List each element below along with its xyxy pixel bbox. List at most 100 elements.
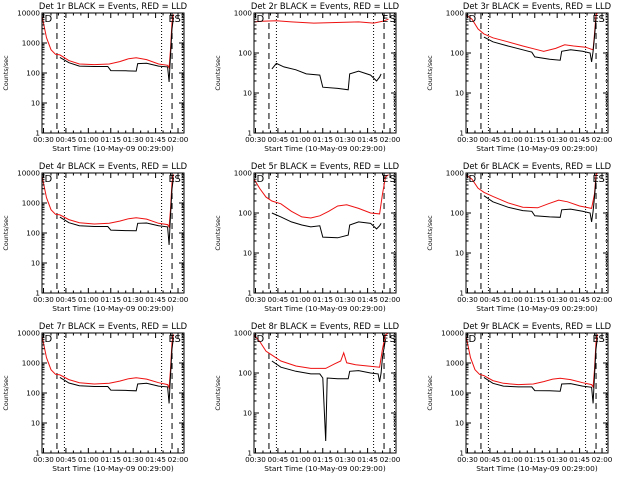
x-tick-label: 02:00: [168, 295, 189, 304]
x-tick-label: 01:30: [123, 455, 144, 464]
x-tick-label: 00:45: [268, 455, 289, 464]
chart-title: Det 7r BLACK = Events, RED = LLD: [39, 321, 187, 331]
series-line-events: [59, 17, 174, 83]
series-line-lld: [466, 173, 598, 209]
y-tick-label: 1000: [22, 359, 41, 368]
x-axis-label: Start Time (10-May-09 00:29:00): [476, 304, 598, 313]
chart-title: Det 2r BLACK = Events, RED = LLD: [251, 1, 399, 11]
y-tick-label: 1: [459, 449, 464, 458]
x-tick-label: 00:30: [457, 295, 478, 304]
chart-panel-5: Det 5r BLACK = Events, RED = LLD 1 10 100 10…: [214, 161, 401, 313]
plot-frame: [253, 332, 397, 454]
plot-frame: [465, 12, 609, 134]
marker-label-s: S: [599, 334, 605, 345]
x-tick-label: 01:45: [145, 455, 166, 464]
x-tick-label: 00:30: [245, 455, 266, 464]
plot-area: [466, 173, 598, 222]
x-tick-label: 00:30: [33, 455, 54, 464]
x-tick-label: 01:45: [357, 135, 378, 144]
x-tick-label: 01:15: [524, 135, 545, 144]
x-tick-label: 01:45: [569, 295, 590, 304]
y-axis-label: Counts/sec: [214, 55, 222, 91]
x-tick-label: 01:45: [569, 455, 590, 464]
y-tick-label: 1: [35, 129, 40, 138]
x-tick-label: 01:15: [312, 135, 333, 144]
x-tick-label: 01:45: [145, 135, 166, 144]
marker-label-e: E: [169, 174, 175, 185]
x-tick-label: 02:00: [592, 295, 613, 304]
marker-label-d: D: [468, 14, 476, 25]
x-tick-label: 00:45: [480, 135, 501, 144]
series-line-lld: [466, 13, 598, 52]
y-tick-label: 1000: [234, 329, 253, 338]
x-tick-label: 01:00: [78, 295, 99, 304]
plot-frame: [253, 172, 397, 294]
series-line-events: [483, 337, 598, 404]
y-tick-label: 10: [455, 419, 465, 428]
series-line-events: [271, 62, 382, 91]
series-line-lld: [42, 174, 174, 229]
x-axis-label: Start Time (10-May-09 00:29:00): [264, 464, 386, 473]
x-tick-label: 00:30: [245, 295, 266, 304]
marker-label-e: E: [169, 334, 175, 345]
y-axis-label: Counts/sec: [2, 215, 10, 251]
y-tick-label: 100: [238, 369, 252, 378]
series-line-events: [483, 179, 597, 222]
y-tick-label: 10: [31, 259, 41, 268]
marker-label-d: D: [44, 334, 52, 345]
x-tick-label: 01:00: [502, 135, 523, 144]
x-axis-label: Start Time (10-May-09 00:29:00): [52, 464, 174, 473]
x-axis-label: Start Time (10-May-09 00:29:00): [52, 304, 174, 313]
x-tick-label: 02:00: [592, 135, 613, 144]
y-tick-label: 1: [247, 449, 252, 458]
y-tick-label: 10: [455, 89, 465, 98]
marker-label-d: D: [256, 174, 264, 185]
y-tick-label: 10000: [17, 169, 40, 178]
y-tick-label: 1: [247, 129, 252, 138]
marker-label-s: S: [390, 14, 396, 25]
chart-panel-7: Det 7r BLACK = Events, RED = LLD 1 10 100 10…: [2, 321, 189, 473]
marker-label-s: S: [175, 334, 181, 345]
x-tick-label: 02:00: [168, 135, 189, 144]
series-line-lld: [466, 334, 598, 389]
series-line-lld: [254, 18, 389, 24]
plot-area: [42, 334, 174, 404]
x-tick-label: 02:00: [380, 135, 401, 144]
x-tick-label: 01:15: [100, 455, 121, 464]
series-line-lld: [42, 14, 174, 70]
x-tick-label: 01:00: [290, 455, 311, 464]
y-tick-label: 1: [35, 289, 40, 298]
x-tick-label: 01:30: [335, 135, 356, 144]
marker-label-e: E: [382, 174, 388, 185]
y-axis-label: Counts/sec: [426, 215, 434, 251]
x-tick-label: 00:30: [33, 295, 54, 304]
x-tick-label: 01:00: [290, 135, 311, 144]
marker-label-e: E: [593, 334, 599, 345]
x-tick-label: 01:15: [524, 455, 545, 464]
x-tick-label: 01:00: [78, 455, 99, 464]
x-tick-label: 01:15: [312, 455, 333, 464]
x-tick-label: 01:15: [100, 295, 121, 304]
x-tick-label: 01:00: [78, 135, 99, 144]
x-tick-label: 01:45: [145, 295, 166, 304]
y-tick-label: 10: [455, 249, 465, 258]
y-tick-label: 100: [238, 209, 252, 218]
marker-label-s: S: [175, 174, 181, 185]
x-tick-label: 00:45: [480, 295, 501, 304]
plot-area: [466, 13, 598, 62]
x-tick-label: 01:15: [524, 295, 545, 304]
x-tick-label: 00:45: [56, 295, 77, 304]
x-axis-label: Start Time (10-May-09 00:29:00): [264, 304, 386, 313]
series-line-lld: [254, 333, 389, 369]
y-tick-label: 10: [31, 99, 41, 108]
chart-panel-2: Det 2r BLACK = Events, RED = LLD 1 10 100 10…: [214, 1, 401, 153]
chart-panel-4: Det 4r BLACK = Events, RED = LLD 1 10 100 10…: [2, 161, 189, 313]
x-tick-label: 01:30: [547, 455, 568, 464]
x-tick-label: 01:30: [547, 135, 568, 144]
y-tick-label: 1000: [234, 9, 253, 18]
y-axis-label: Counts/sec: [426, 55, 434, 91]
marker-label-e: E: [382, 14, 388, 25]
chart-panel-3: Det 3r BLACK = Events, RED = LLD 1 10 100 10…: [426, 1, 613, 153]
x-axis-label: Start Time (10-May-09 00:29:00): [264, 144, 386, 153]
